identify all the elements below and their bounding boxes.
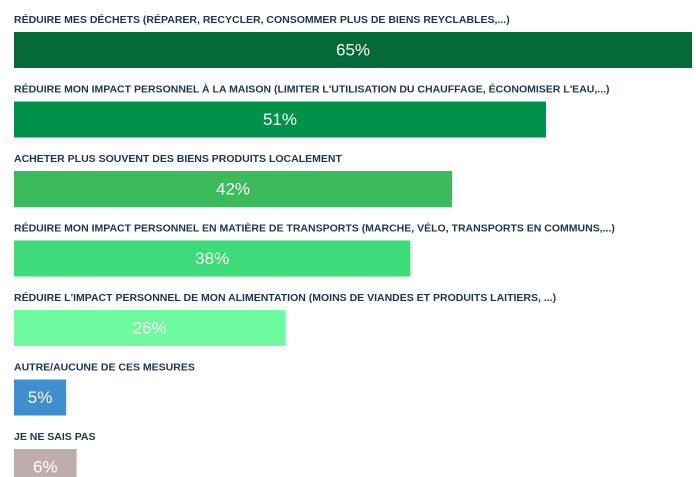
category-label: RÉDUIRE L'IMPACT PERSONNEL DE MON ALIMEN… [14, 291, 556, 304]
bar [14, 32, 692, 68]
bar [14, 171, 453, 207]
bar [14, 240, 411, 277]
category-label: RÉDUIRE MES DÉCHETS (RÉPARER, RECYCLER, … [14, 13, 510, 26]
value-label: 65% [336, 40, 370, 59]
bar [14, 449, 77, 477]
category-label: ACHETER PLUS SOUVENT DES BIENS PRODUITS … [14, 153, 342, 165]
bar [14, 310, 286, 346]
value-label: 6% [33, 457, 58, 476]
bar [14, 379, 67, 416]
value-label: 5% [28, 388, 53, 407]
value-label: 26% [133, 318, 167, 337]
value-label: 51% [263, 110, 297, 129]
value-label: 42% [216, 179, 250, 198]
value-label: 38% [195, 249, 229, 268]
category-label: RÉDUIRE MON IMPACT PERSONNEL À LA MAISON… [14, 82, 610, 95]
category-label: JE NE SAIS PAS [14, 431, 96, 443]
bar [14, 101, 546, 138]
category-label: RÉDUIRE MON IMPACT PERSONNEL EN MATIÈRE … [14, 221, 615, 234]
category-label: AUTRE/AUCUNE DE CES MESURES [14, 361, 195, 373]
